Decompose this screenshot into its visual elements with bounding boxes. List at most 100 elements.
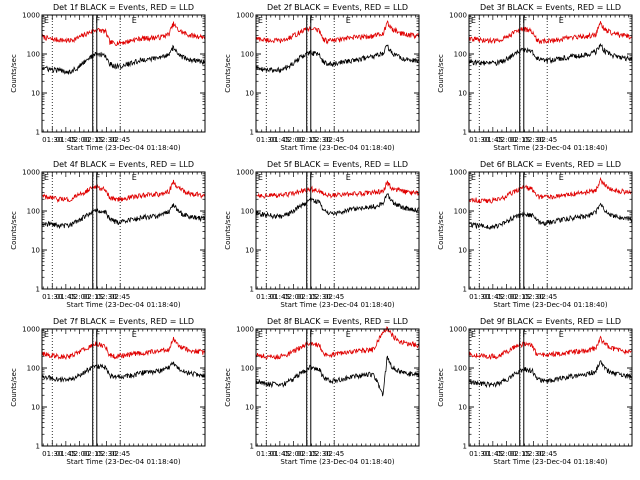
panel-title: Det 7f BLACK = Events, RED = LLD [53, 317, 194, 326]
flag-marker-label: E [471, 16, 476, 25]
y-tick-label: 1000 [22, 12, 40, 20]
x-tick-label: 01:45 [483, 293, 503, 301]
x-tick-label: 02:45 [110, 293, 130, 301]
flag-marker-label: F [523, 330, 528, 339]
x-tick-label: 02:15 [297, 450, 317, 458]
y-tick-label: 10 [245, 404, 254, 412]
y-tick-label: 100 [454, 208, 467, 216]
x-tick-label: 01:45 [483, 450, 503, 458]
x-tick-label: 01:30 [256, 136, 276, 144]
x-tick-label: 02:30 [523, 136, 543, 144]
series-lld-line [468, 335, 633, 360]
flag-marker-label: E [44, 330, 49, 339]
x-tick-label: 02:15 [510, 450, 530, 458]
flag-marker-label: E [559, 16, 564, 25]
y-tick-label: 1000 [236, 326, 254, 334]
flag-marker-label: E [132, 330, 137, 339]
flag-marker-label: F [523, 16, 528, 25]
panel-title: Det 3f BLACK = Events, RED = LLD [480, 3, 621, 12]
panel-det-4f: Det 4f BLACK = Events, RED = LLD E F E 1 10 10… [10, 160, 206, 309]
x-tick-label: 02:15 [510, 136, 530, 144]
x-tick-label: 02:00 [496, 450, 516, 458]
x-tick-label: 02:15 [83, 450, 103, 458]
y-tick-label: 10 [245, 247, 254, 255]
series-lld-line [468, 176, 633, 204]
x-tick-label: 01:30 [469, 136, 489, 144]
x-tick-label: 01:45 [270, 293, 290, 301]
panel-title: Det 6f BLACK = Events, RED = LLD [480, 160, 621, 169]
x-tick-label: 02:30 [310, 293, 330, 301]
plot-frame [41, 328, 206, 447]
y-tick-label: 1 [463, 129, 467, 137]
flag-marker-label: F [96, 330, 101, 339]
panel-title: Det 1f BLACK = Events, RED = LLD [53, 3, 194, 12]
x-tick-label: 02:00 [496, 293, 516, 301]
y-tick-label: 1 [463, 286, 467, 294]
x-tick-label: 02:30 [96, 293, 116, 301]
y-tick-label: 1000 [236, 169, 254, 177]
x-tick-label: 01:30 [256, 293, 276, 301]
flag-marker-label: E [44, 173, 49, 182]
flag-marker-label: F [310, 330, 315, 339]
y-tick-label: 100 [241, 51, 254, 59]
y-axis-label: Counts/sec [10, 211, 18, 250]
x-axis-label: Start Time (23-Dec-04 01:18:40) [66, 301, 180, 309]
series-lld-line [255, 180, 420, 199]
panel-det-9f: Det 9f BLACK = Events, RED = LLD E F E 1 10 10… [437, 317, 633, 466]
x-tick-label: 02:45 [537, 136, 557, 144]
x-tick-label: 01:30 [469, 450, 489, 458]
flag-marker-label: E [258, 330, 263, 339]
x-tick-label: 01:45 [56, 293, 76, 301]
x-tick-label: 01:30 [42, 293, 62, 301]
y-tick-label: 10 [31, 404, 40, 412]
y-tick-label: 100 [241, 208, 254, 216]
series-events-line [468, 360, 633, 389]
y-tick-label: 10 [458, 90, 467, 98]
y-tick-label: 10 [31, 90, 40, 98]
y-tick-label: 1 [250, 443, 254, 451]
x-tick-label: 02:15 [510, 293, 530, 301]
flag-marker-label: E [471, 330, 476, 339]
x-tick-label: 02:30 [96, 450, 116, 458]
panel-det-7f: Det 7f BLACK = Events, RED = LLD E F E 1 10 10… [10, 317, 206, 466]
x-tick-label: 01:30 [42, 136, 62, 144]
x-tick-label: 02:15 [83, 136, 103, 144]
flag-marker-label: E [258, 173, 263, 182]
x-axis-label: Start Time (23-Dec-04 01:18:40) [280, 144, 394, 152]
flag-marker-label: E [132, 173, 137, 182]
x-tick-label: 02:30 [310, 136, 330, 144]
x-axis-label: Start Time (23-Dec-04 01:18:40) [493, 144, 607, 152]
y-tick-label: 1 [36, 286, 40, 294]
x-tick-label: 02:30 [523, 293, 543, 301]
panel-title: Det 9f BLACK = Events, RED = LLD [480, 317, 621, 326]
series-events-line [468, 42, 633, 66]
series-lld-line [41, 179, 206, 203]
x-tick-label: 02:45 [324, 293, 344, 301]
x-tick-label: 02:00 [69, 450, 89, 458]
x-tick-label: 01:45 [483, 136, 503, 144]
y-tick-label: 100 [454, 51, 467, 59]
x-tick-label: 02:00 [283, 450, 303, 458]
x-tick-label: 02:00 [69, 136, 89, 144]
x-tick-label: 02:15 [297, 136, 317, 144]
series-lld-line [255, 326, 420, 360]
y-tick-label: 100 [27, 51, 40, 59]
x-tick-label: 02:45 [110, 136, 130, 144]
x-tick-label: 02:15 [297, 293, 317, 301]
series-events-line [41, 44, 206, 75]
flag-marker-label: F [96, 16, 101, 25]
series-lld-line [468, 21, 633, 45]
y-tick-label: 10 [458, 404, 467, 412]
series-events-line [41, 361, 206, 383]
x-tick-label: 01:45 [270, 136, 290, 144]
panel-det-8f: Det 8f BLACK = Events, RED = LLD E F E 1 10 10… [224, 317, 420, 466]
y-tick-label: 1000 [449, 326, 467, 334]
panel-title: Det 4f BLACK = Events, RED = LLD [53, 160, 194, 169]
series-lld-line [255, 20, 420, 45]
flag-marker-label: E [44, 16, 49, 25]
panel-title: Det 5f BLACK = Events, RED = LLD [267, 160, 408, 169]
x-axis-label: Start Time (23-Dec-04 01:18:40) [493, 301, 607, 309]
x-tick-label: 02:30 [310, 450, 330, 458]
x-tick-label: 02:45 [324, 136, 344, 144]
